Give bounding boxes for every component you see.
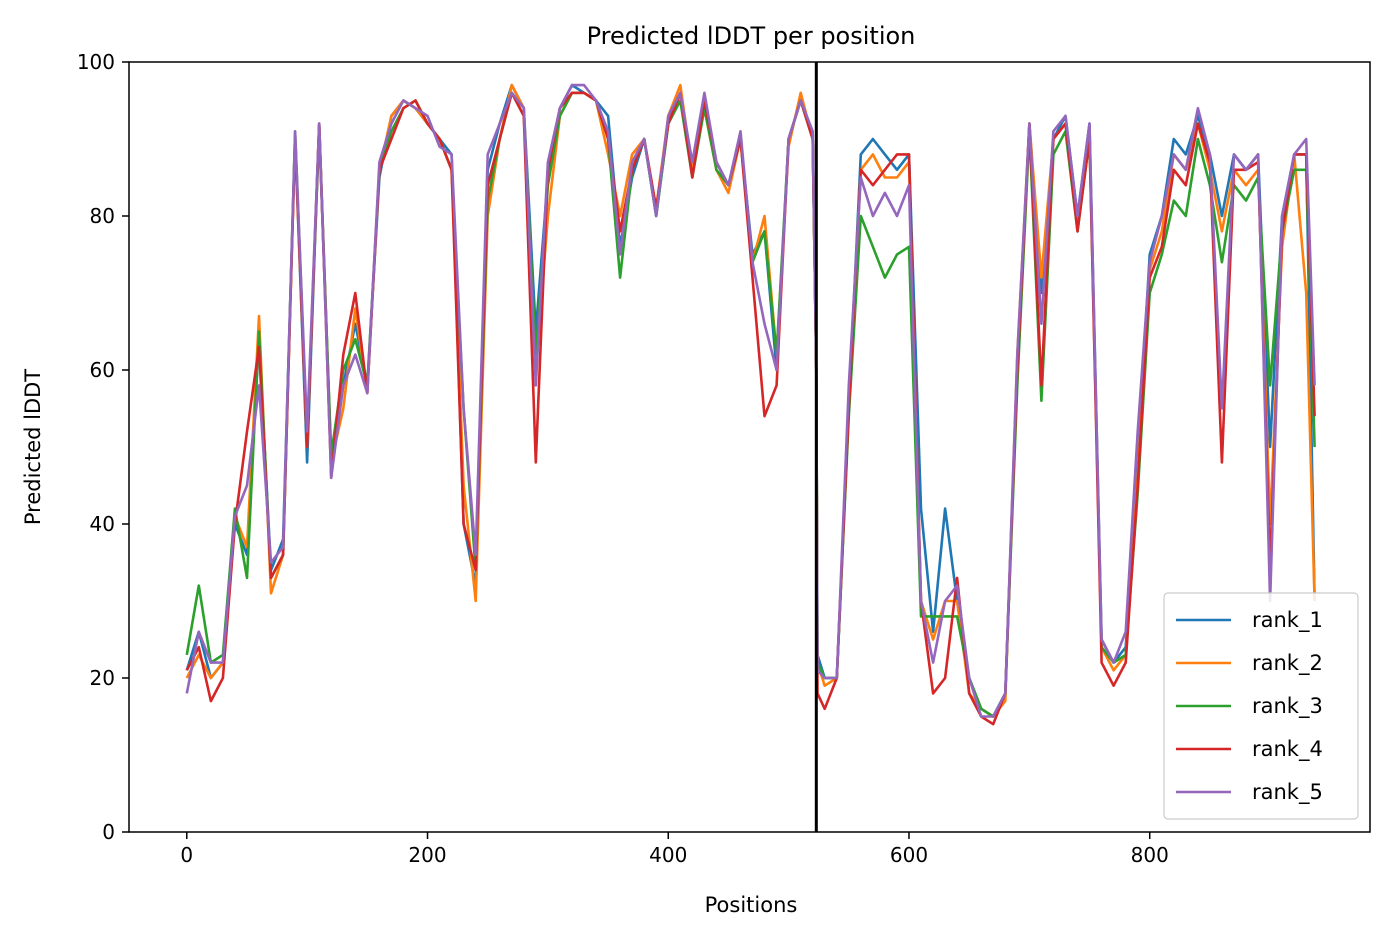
plot-frame [128,61,1371,833]
legend-label-rank_1: rank_1 [1252,608,1323,633]
x-tick-label: 0 [180,843,193,867]
x-axis: 0 200 400 600 800 [180,832,1169,867]
x-axis-label: Positions [705,893,798,917]
legend-label-rank_3: rank_3 [1252,694,1323,719]
y-tick-label: 40 [90,512,115,536]
chart-title: Predicted lDDT per position [587,22,916,50]
y-tick-label: 60 [90,358,115,382]
x-tick-label: 200 [408,843,446,867]
series-line-rank_3 [185,91,1316,718]
legend-label-rank_4: rank_4 [1252,737,1323,762]
y-axis-label: Predicted lDDT [21,369,45,525]
legend: rank_1 rank_2 rank_3 rank_4 rank_5 [1163,592,1359,820]
x-tick-label: 400 [649,843,687,867]
series-line-rank_4 [185,91,1316,726]
y-axis: 0 20 40 60 80 100 [77,50,129,844]
legend-label-rank_5: rank_5 [1252,780,1323,805]
x-tick-label: 600 [890,843,928,867]
series-line-rank_2 [185,83,1316,718]
series-line-rank_1 [185,83,1316,718]
y-tick-label: 20 [90,666,115,690]
x-tick-label: 800 [1131,843,1169,867]
y-tick-label: 100 [77,50,115,74]
series-line-rank_5 [185,83,1316,718]
y-tick-label: 80 [90,204,115,228]
legend-box [1163,592,1359,820]
plot-area [185,62,1316,832]
legend-label-rank_2: rank_2 [1252,651,1323,676]
y-tick-label: 0 [102,820,115,844]
